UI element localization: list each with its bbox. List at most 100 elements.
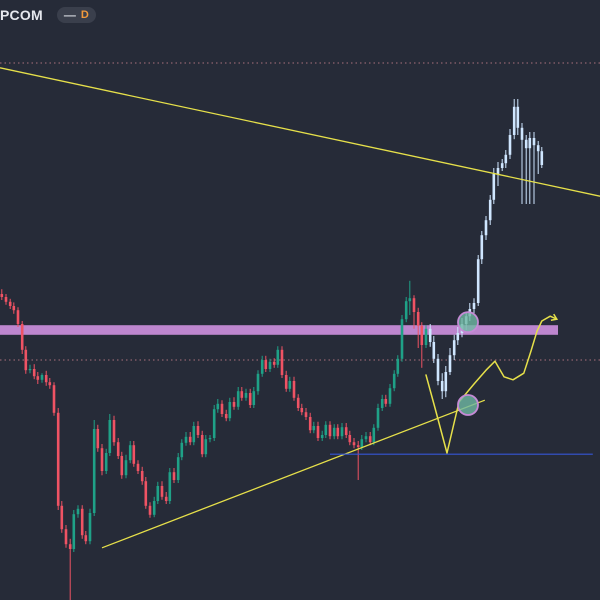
candle-body: [420, 325, 424, 345]
candle-body: [300, 408, 304, 413]
candle-body: [116, 442, 120, 456]
candle: [284, 370, 288, 392]
candle-body: [428, 328, 432, 342]
candle-body: [268, 361, 272, 369]
projected-path: [425, 315, 558, 454]
candle: [16, 307, 20, 327]
candle-body: [288, 381, 292, 389]
projected-candle: [524, 135, 528, 204]
candle: [400, 315, 404, 362]
candle-body: [24, 349, 28, 371]
candle-body: [36, 376, 40, 380]
candle-body: [512, 106, 516, 135]
candle: [32, 364, 36, 380]
candle: [208, 435, 212, 443]
marker-circle: [457, 311, 479, 334]
candle-body: [352, 442, 356, 446]
candle: [148, 502, 152, 518]
candle: [196, 421, 200, 438]
candle-body: [176, 457, 180, 480]
candle-body: [332, 427, 336, 437]
candle-body: [484, 220, 488, 236]
projected-candle: [528, 132, 532, 204]
candle: [272, 358, 276, 368]
candle-body: [280, 349, 284, 375]
candle-body: [492, 174, 496, 200]
candle-body: [472, 303, 476, 309]
candle: [200, 430, 204, 458]
candle: [0, 289, 4, 300]
candle-body: [128, 445, 132, 461]
candle-body: [68, 544, 72, 549]
candle: [416, 307, 420, 348]
candle: [40, 373, 44, 383]
candle: [348, 430, 352, 446]
candle-body: [236, 391, 240, 407]
candle-body: [212, 409, 216, 438]
marker-circle: [457, 394, 479, 416]
candle-body: [76, 508, 80, 515]
candle: [220, 400, 224, 417]
candle-body: [148, 505, 152, 515]
candle: [140, 466, 144, 485]
candle: [204, 435, 208, 458]
candle: [88, 508, 92, 545]
candle-body: [224, 414, 228, 419]
candle-body: [372, 427, 376, 443]
candle: [300, 403, 304, 416]
projected-candle: [504, 150, 508, 168]
candle: [84, 531, 88, 545]
candle-body: [16, 310, 20, 324]
candle-body: [144, 481, 148, 506]
candle: [52, 382, 56, 416]
candle: [380, 394, 384, 411]
candle-body: [204, 439, 208, 455]
candle: [72, 510, 76, 552]
candle-body: [456, 333, 460, 341]
candle-body: [0, 294, 4, 297]
minus-icon[interactable]: —: [63, 8, 76, 22]
candle: [308, 412, 312, 434]
candle-body: [292, 381, 296, 398]
candle-body: [384, 399, 388, 404]
candle-body: [100, 448, 104, 471]
candle-body: [48, 382, 52, 386]
candle: [312, 421, 316, 434]
candle: [156, 481, 160, 504]
candle: [176, 453, 180, 483]
candle-body: [276, 349, 280, 365]
candle: [172, 468, 176, 483]
projected-candle: [436, 354, 440, 386]
projected-candle: [456, 327, 460, 345]
candle: [392, 370, 396, 392]
candle: [228, 397, 232, 422]
candle-body: [312, 426, 316, 431]
candle-body: [252, 391, 256, 405]
candle-body: [32, 369, 36, 377]
candle: [376, 403, 380, 431]
candle-body: [188, 436, 192, 443]
projected-candle: [500, 159, 504, 171]
candle-body: [488, 199, 492, 221]
candle-body: [416, 312, 420, 326]
candle-body: [4, 297, 8, 302]
candle-body: [152, 501, 156, 515]
candle-body: [180, 442, 184, 458]
candle-body: [92, 429, 96, 513]
candle-body: [232, 402, 236, 407]
candle-body: [12, 306, 16, 311]
candle-body: [440, 381, 444, 392]
candle-body: [104, 453, 108, 471]
candle-body: [340, 427, 344, 437]
candle-body: [160, 486, 164, 497]
candle: [368, 432, 372, 446]
interval-pill[interactable]: — D: [56, 7, 96, 23]
projected-candle: [540, 147, 544, 168]
candle-body: [452, 340, 456, 356]
symbol-name[interactable]: PCOM: [0, 7, 43, 23]
candle: [388, 384, 392, 407]
candle-body: [524, 139, 528, 149]
candle: [80, 505, 84, 539]
